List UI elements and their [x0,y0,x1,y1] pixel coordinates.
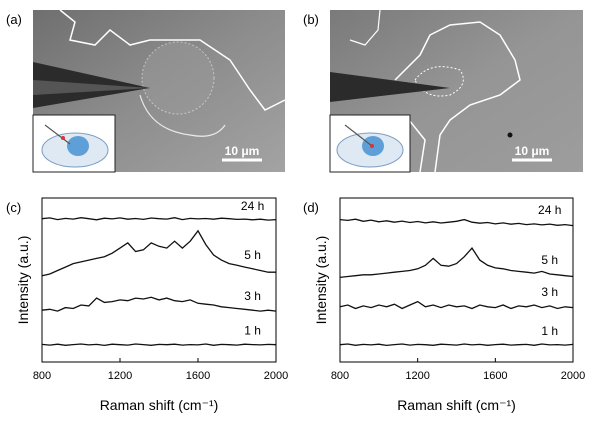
series-label: 24 h [241,199,264,213]
panel-label: (d) [303,200,319,215]
x-tick-label: 800 [331,370,349,382]
scale-bar-label: 10 μm [225,144,260,158]
series-label: 3 h [244,289,261,303]
spectrum-line [41,217,277,221]
plot-frame [339,197,574,363]
x-tick-label: 2000 [561,370,585,382]
y-axis-label: Intensity (a.u.) [313,236,329,325]
series-label: 3 h [541,285,558,299]
x-tick-label: 1200 [405,370,429,382]
spectrum-line [41,229,276,277]
panel-label: (b) [303,12,319,27]
spectrum-line [339,343,574,347]
x-axis-label: Raman shift (cm⁻¹) [397,397,516,413]
series-label: 5 h [541,253,558,267]
spectrum-line [339,300,574,310]
x-tick-label: 1600 [483,370,507,382]
series-label: 1 h [541,324,558,338]
plot-frame [41,197,277,363]
scale-bar-label: 10 μm [515,144,550,158]
series-label: 5 h [244,248,261,262]
x-tick-label: 1200 [108,370,132,382]
x-tick-label: 1600 [186,370,210,382]
panel-label: (a) [6,12,22,27]
micrograph-a [32,9,286,173]
spectrum-line [41,343,277,347]
x-axis-label: Raman shift (cm⁻¹) [100,397,219,413]
panel-label: (c) [6,200,21,215]
spectrum-line [339,247,574,279]
x-tick-label: 800 [33,370,51,382]
y-axis-label: Intensity (a.u.) [15,236,31,325]
spectrum-line [41,296,277,312]
series-label: 1 h [244,324,261,338]
series-label: 24 h [538,203,561,217]
x-tick-label: 2000 [264,370,288,382]
micrograph-b [329,9,583,173]
spectrum-line [339,218,574,227]
